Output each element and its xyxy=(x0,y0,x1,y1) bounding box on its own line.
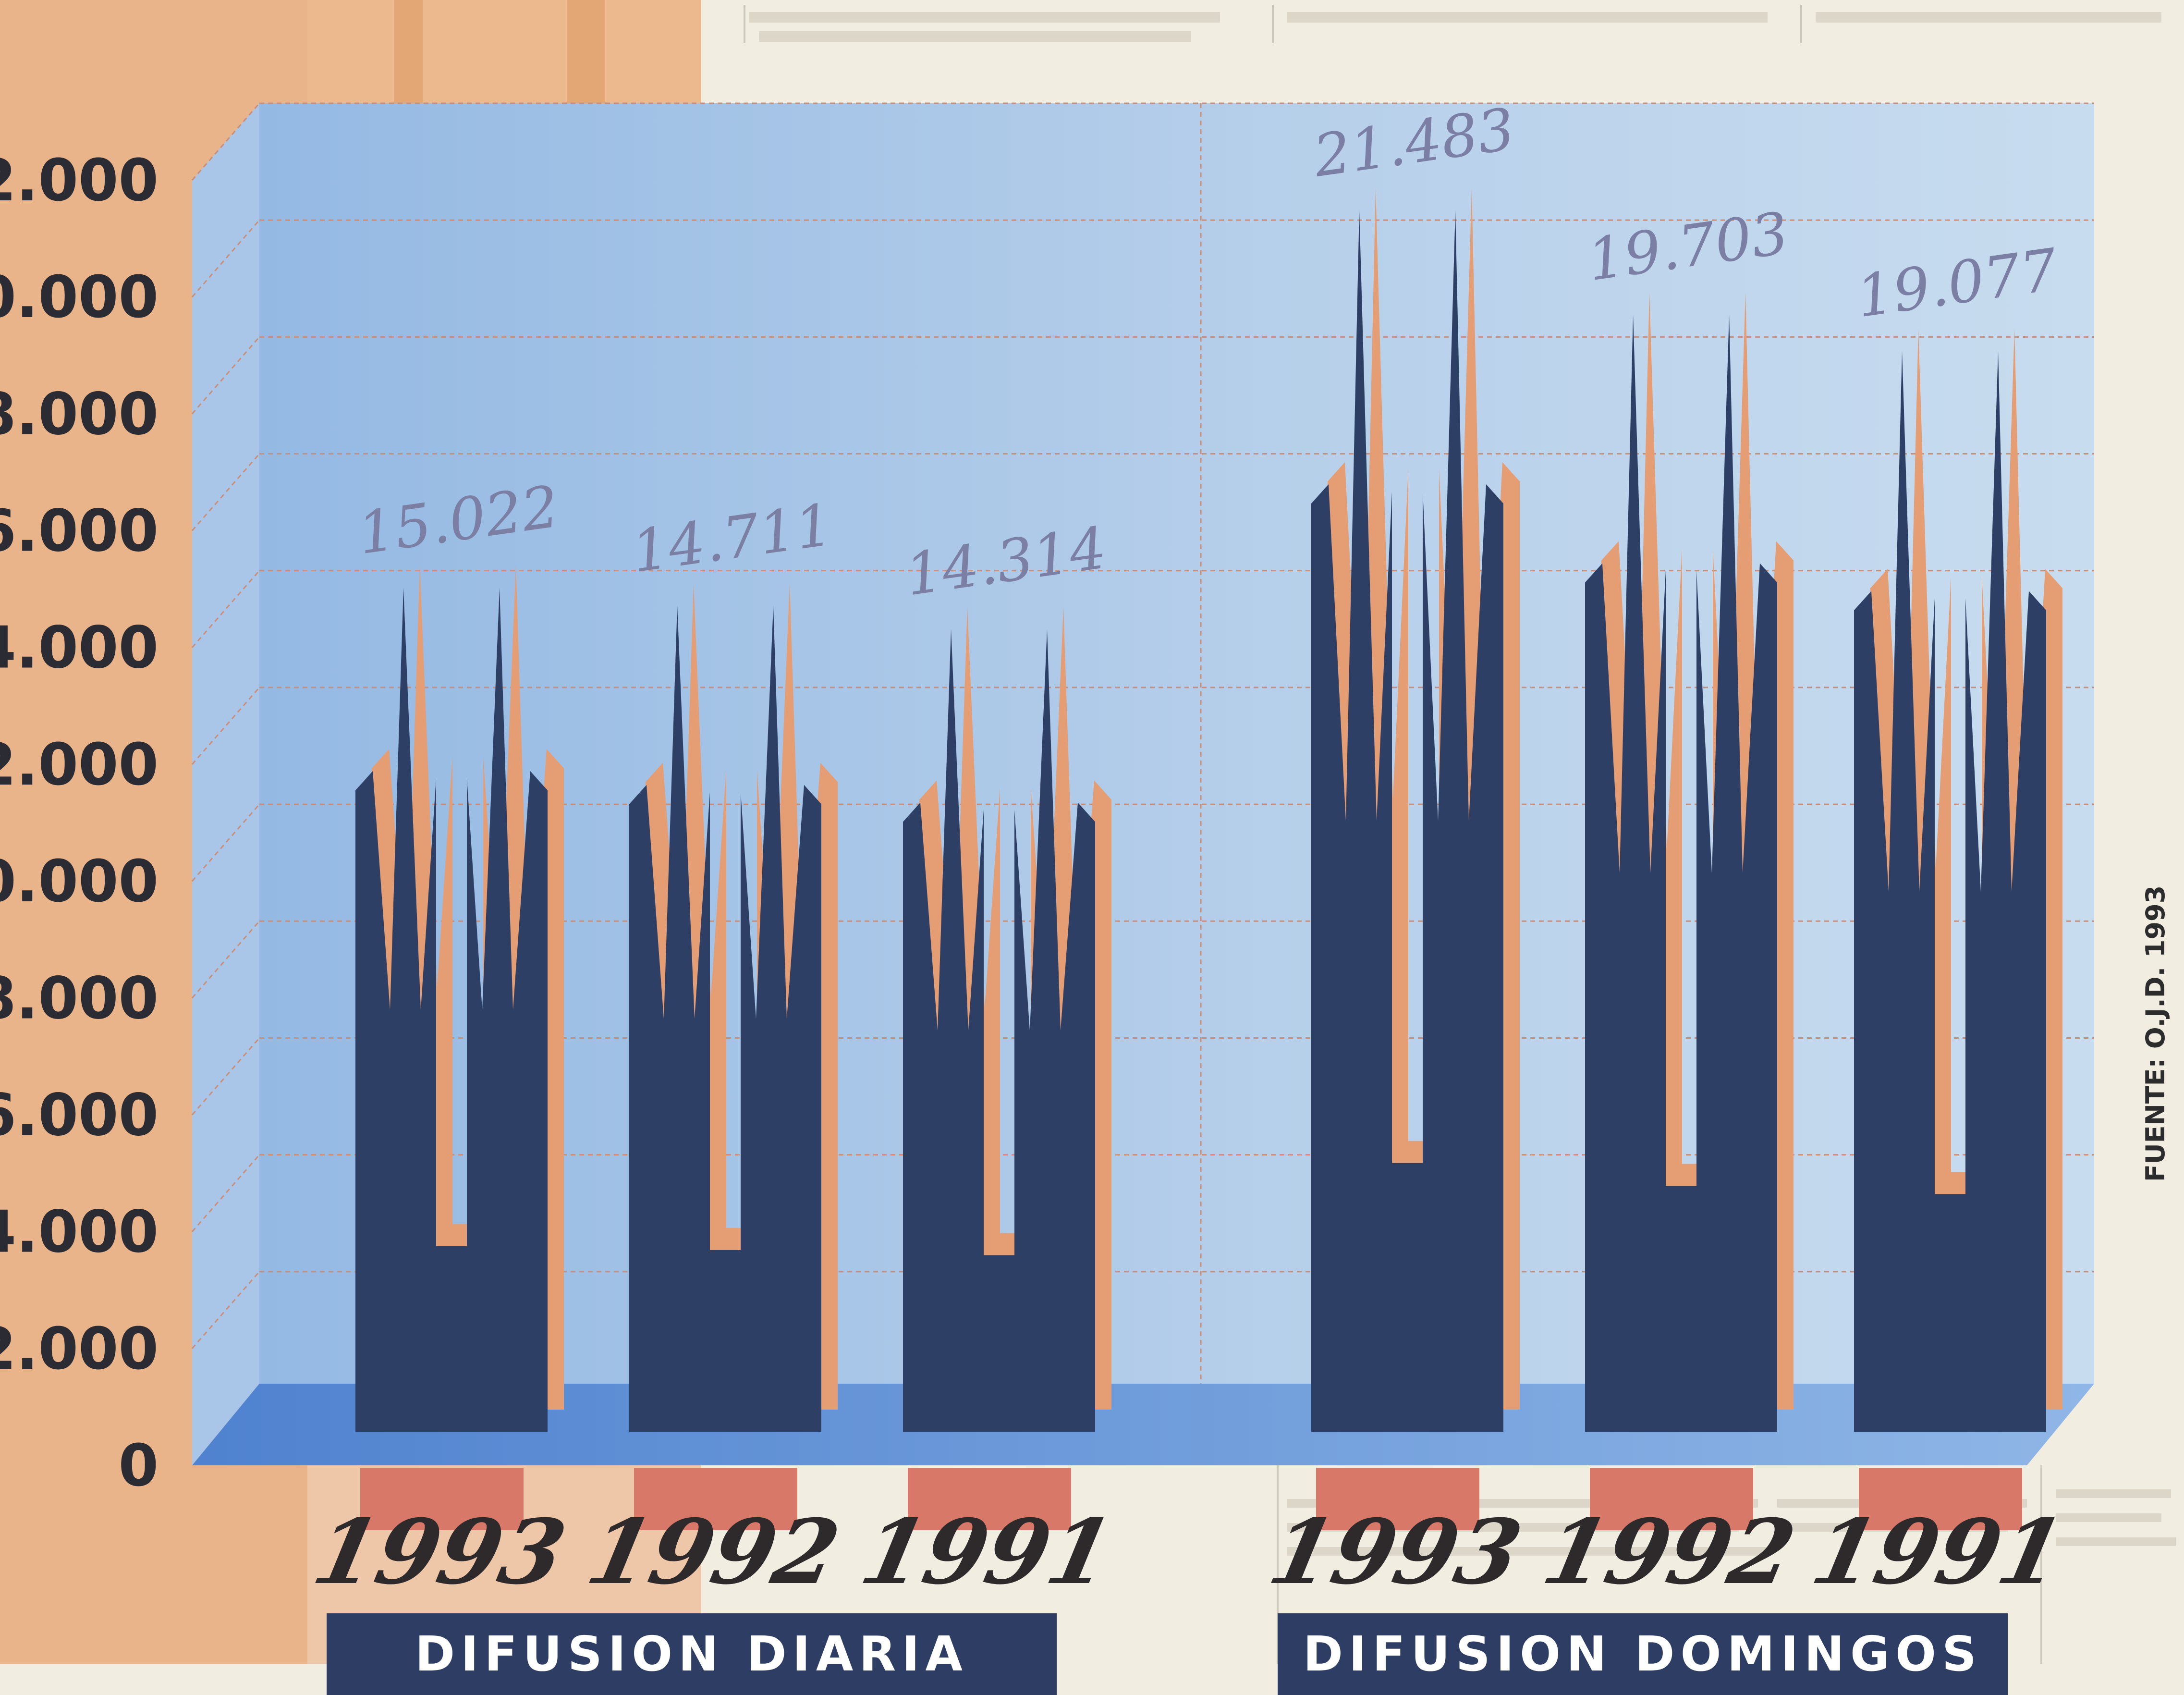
x-label-tab xyxy=(634,1468,797,1530)
x-label-tab xyxy=(360,1468,524,1530)
x-label-tabs xyxy=(360,1468,2022,1530)
bar xyxy=(903,629,1095,1432)
y-tick-label: 0 xyxy=(119,1433,159,1499)
y-tick-label: 8.000 xyxy=(0,965,159,1032)
y-tick-label: 10.000 xyxy=(0,848,159,915)
y-tick-label: 18.000 xyxy=(0,381,159,448)
x-label-tab xyxy=(1590,1468,1753,1530)
y-tick-label: 2.000 xyxy=(0,1316,159,1383)
x-label-tab xyxy=(1859,1468,2022,1530)
bar xyxy=(1854,351,2046,1432)
group-banner-daily: DIFUSION DIARIA xyxy=(327,1613,1057,1695)
bar xyxy=(1585,314,1777,1432)
x-tick-label: 1991 xyxy=(853,1500,1122,1605)
bar xyxy=(629,606,821,1432)
source-note: FUENTE: O.J.D. 1993 xyxy=(2140,885,2171,1182)
bars xyxy=(355,188,2062,1432)
x-tick-label: 1993 xyxy=(1261,1500,1530,1605)
y-axis-ticks: 0 2.000 4.000 6.000 8.000 10.000 12.000 14.000 1… xyxy=(0,147,159,1499)
y-tick-label: 16.000 xyxy=(0,498,159,565)
x-tick-label: 1993 xyxy=(305,1500,574,1605)
x-tick-label: 1991 xyxy=(1804,1500,2073,1605)
grid-lines xyxy=(191,102,2094,1384)
y-tick-label: 20.000 xyxy=(0,264,159,331)
y-tick-label: 6.000 xyxy=(0,1082,159,1149)
y-tick-label: 12.000 xyxy=(0,732,159,798)
x-label-tab xyxy=(1316,1468,1479,1530)
x-tick-label: 1992 xyxy=(579,1500,848,1605)
x-label-tab xyxy=(908,1468,1071,1530)
x-tick-label: 1992 xyxy=(1535,1500,1804,1605)
y-tick-label: 14.000 xyxy=(0,615,159,682)
y-tick-label: 22.000 xyxy=(0,147,159,214)
group-banner-sunday: DIFUSION DOMINGOS xyxy=(1278,1613,2008,1695)
bar xyxy=(355,588,548,1432)
y-tick-label: 4.000 xyxy=(0,1199,159,1266)
bar xyxy=(1311,210,1503,1432)
